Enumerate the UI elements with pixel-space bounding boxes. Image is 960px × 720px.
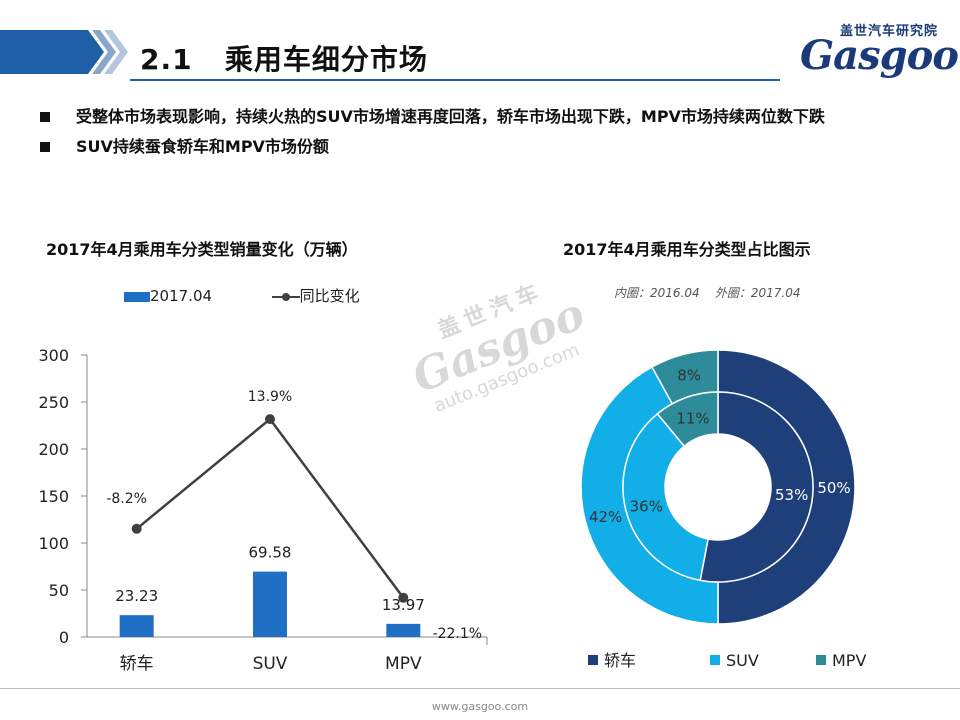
legend-swatch xyxy=(588,655,598,665)
donut-chart-subtitle: 内圈：2016.04 外圈：2017.04 xyxy=(614,286,801,300)
section-number: 2.1 xyxy=(140,43,193,76)
bullet-text: SUV持续蚕食轿车和MPV市场份额 xyxy=(76,137,329,156)
bar-value-label: 23.23 xyxy=(115,587,158,605)
y-tick-label: 200 xyxy=(38,440,69,459)
bar-value-label: 13.97 xyxy=(382,596,425,614)
legend-bar-swatch xyxy=(124,291,150,302)
logo-en-text: Gasgoo xyxy=(800,32,959,79)
logo-cn-text: 盖世汽车研究院 xyxy=(840,24,939,39)
inner-ring-slice-label: 36% xyxy=(630,497,663,515)
outer-ring-slice-label: 8% xyxy=(677,367,701,385)
bullet-item: SUV持续蚕食轿车和MPV市场份额 xyxy=(40,132,940,162)
footer-divider xyxy=(0,688,960,689)
legend-line-swatch xyxy=(271,292,300,301)
yoy-point xyxy=(131,523,142,534)
bar-chart: 0 50 100 150 200 250 300 轿车 23.23 SUV 69.58 MPV 13.9… xyxy=(38,346,488,674)
bullet-text: 受整体市场表现影响，持续火热的SUV市场增速再度回落，轿车市场出现下跌，MPV市… xyxy=(76,107,825,126)
x-tick-label: MPV xyxy=(385,654,422,674)
bullet-list: 受整体市场表现影响，持续火热的SUV市场增速再度回落，轿车市场出现下跌，MPV市… xyxy=(40,102,940,162)
y-tick-label: 250 xyxy=(38,393,69,412)
bar-chart-title: 2017年4月乘用车分类型销量变化（万辆） xyxy=(46,240,358,259)
header-banner xyxy=(0,30,780,81)
legend-label: 轿车 xyxy=(604,651,636,670)
legend-label: MPV xyxy=(832,651,866,670)
legend-swatch xyxy=(816,655,826,665)
outer-ring-slice-label: 42% xyxy=(589,508,622,526)
yoy-value-label: -8.2% xyxy=(106,491,147,507)
bar-value-label: 69.58 xyxy=(249,544,292,562)
bullet-square-icon xyxy=(40,112,50,122)
bar xyxy=(386,623,421,637)
inner-ring-slice-label: 53% xyxy=(775,486,808,504)
bullet-item: 受整体市场表现影响，持续火热的SUV市场增速再度回落，轿车市场出现下跌，MPV市… xyxy=(40,102,940,132)
bar xyxy=(119,615,154,637)
yoy-point xyxy=(398,592,409,603)
inner-ring-slice xyxy=(656,391,719,448)
legend-line-label: 同比变化 xyxy=(299,287,360,305)
yoy-value-label: 13.9% xyxy=(248,389,292,405)
y-tick-label: 50 xyxy=(49,581,69,600)
yoy-value-label: -22.1% xyxy=(433,626,483,642)
x-tick-label: 轿车 xyxy=(120,654,154,674)
bar xyxy=(253,571,287,637)
section-title: 2.1 乘用车细分市场 xyxy=(140,38,428,78)
y-tick-label: 300 xyxy=(38,346,69,365)
yoy-point xyxy=(265,414,275,425)
yoy-change-line xyxy=(135,417,405,599)
legend-bar-label: 2017.04 xyxy=(150,287,213,305)
inner-ring-slice-label: 11% xyxy=(676,409,709,427)
bullet-square-icon xyxy=(40,142,50,152)
legend-label: SUV xyxy=(726,651,759,670)
donut-chart: 50% 42% 8% 53% 36% 11% 轿车 SUV MPV xyxy=(580,349,866,670)
legend-swatch xyxy=(710,655,720,665)
gasgoo-logo: 盖世汽车研究院 Gasgoo xyxy=(790,18,959,88)
inner-ring-slice xyxy=(699,391,814,583)
inner-ring-slice xyxy=(622,412,709,582)
outer-ring-slice-label: 50% xyxy=(817,479,850,497)
y-tick-label: 100 xyxy=(38,534,69,553)
donut-chart-title: 2017年4月乘用车分类型占比图示 xyxy=(563,240,811,259)
y-tick-label: 0 xyxy=(59,628,69,647)
y-tick-label: 150 xyxy=(38,487,69,506)
bar-chart-legend: 2017.04 同比变化 xyxy=(124,285,360,306)
section-heading: 乘用车细分市场 xyxy=(224,43,428,76)
x-tick-label: SUV xyxy=(253,654,288,674)
footer-url: www.gasgoo.com xyxy=(431,700,529,713)
